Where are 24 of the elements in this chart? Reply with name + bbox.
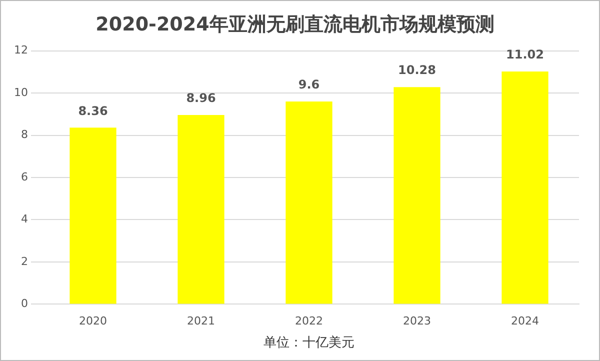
y-tick-label: 6 [20,170,28,184]
data-label: 11.02 [506,48,544,62]
x-tick-label: 2024 [511,314,539,328]
data-label: 8.36 [78,104,108,118]
x-tick-label: 2020 [78,314,107,328]
bar [178,114,224,304]
y-tick-label: 2 [20,254,28,268]
x-tick-label: 2023 [403,314,431,328]
y-tick-label: 10 [14,86,28,99]
bar [502,71,548,304]
bar [70,128,116,304]
data-label: 9.6 [298,78,320,92]
y-tick-label: 4 [20,212,28,226]
y-tick-label: 8 [20,128,28,142]
x-tick-label: 2022 [295,314,323,328]
x-tick-label: 2021 [187,314,215,328]
bar [286,101,332,304]
x-axis-title: 单位：十亿美元 [264,334,354,351]
data-label: 8.96 [186,91,216,106]
chart-title: 2020-2024年亚洲无刷直流电机市场规模预测 [96,13,494,36]
y-tick-label: 12 [14,44,28,57]
bar [394,87,440,304]
data-label: 10.28 [398,63,436,78]
y-tick-label: 0 [20,297,28,310]
